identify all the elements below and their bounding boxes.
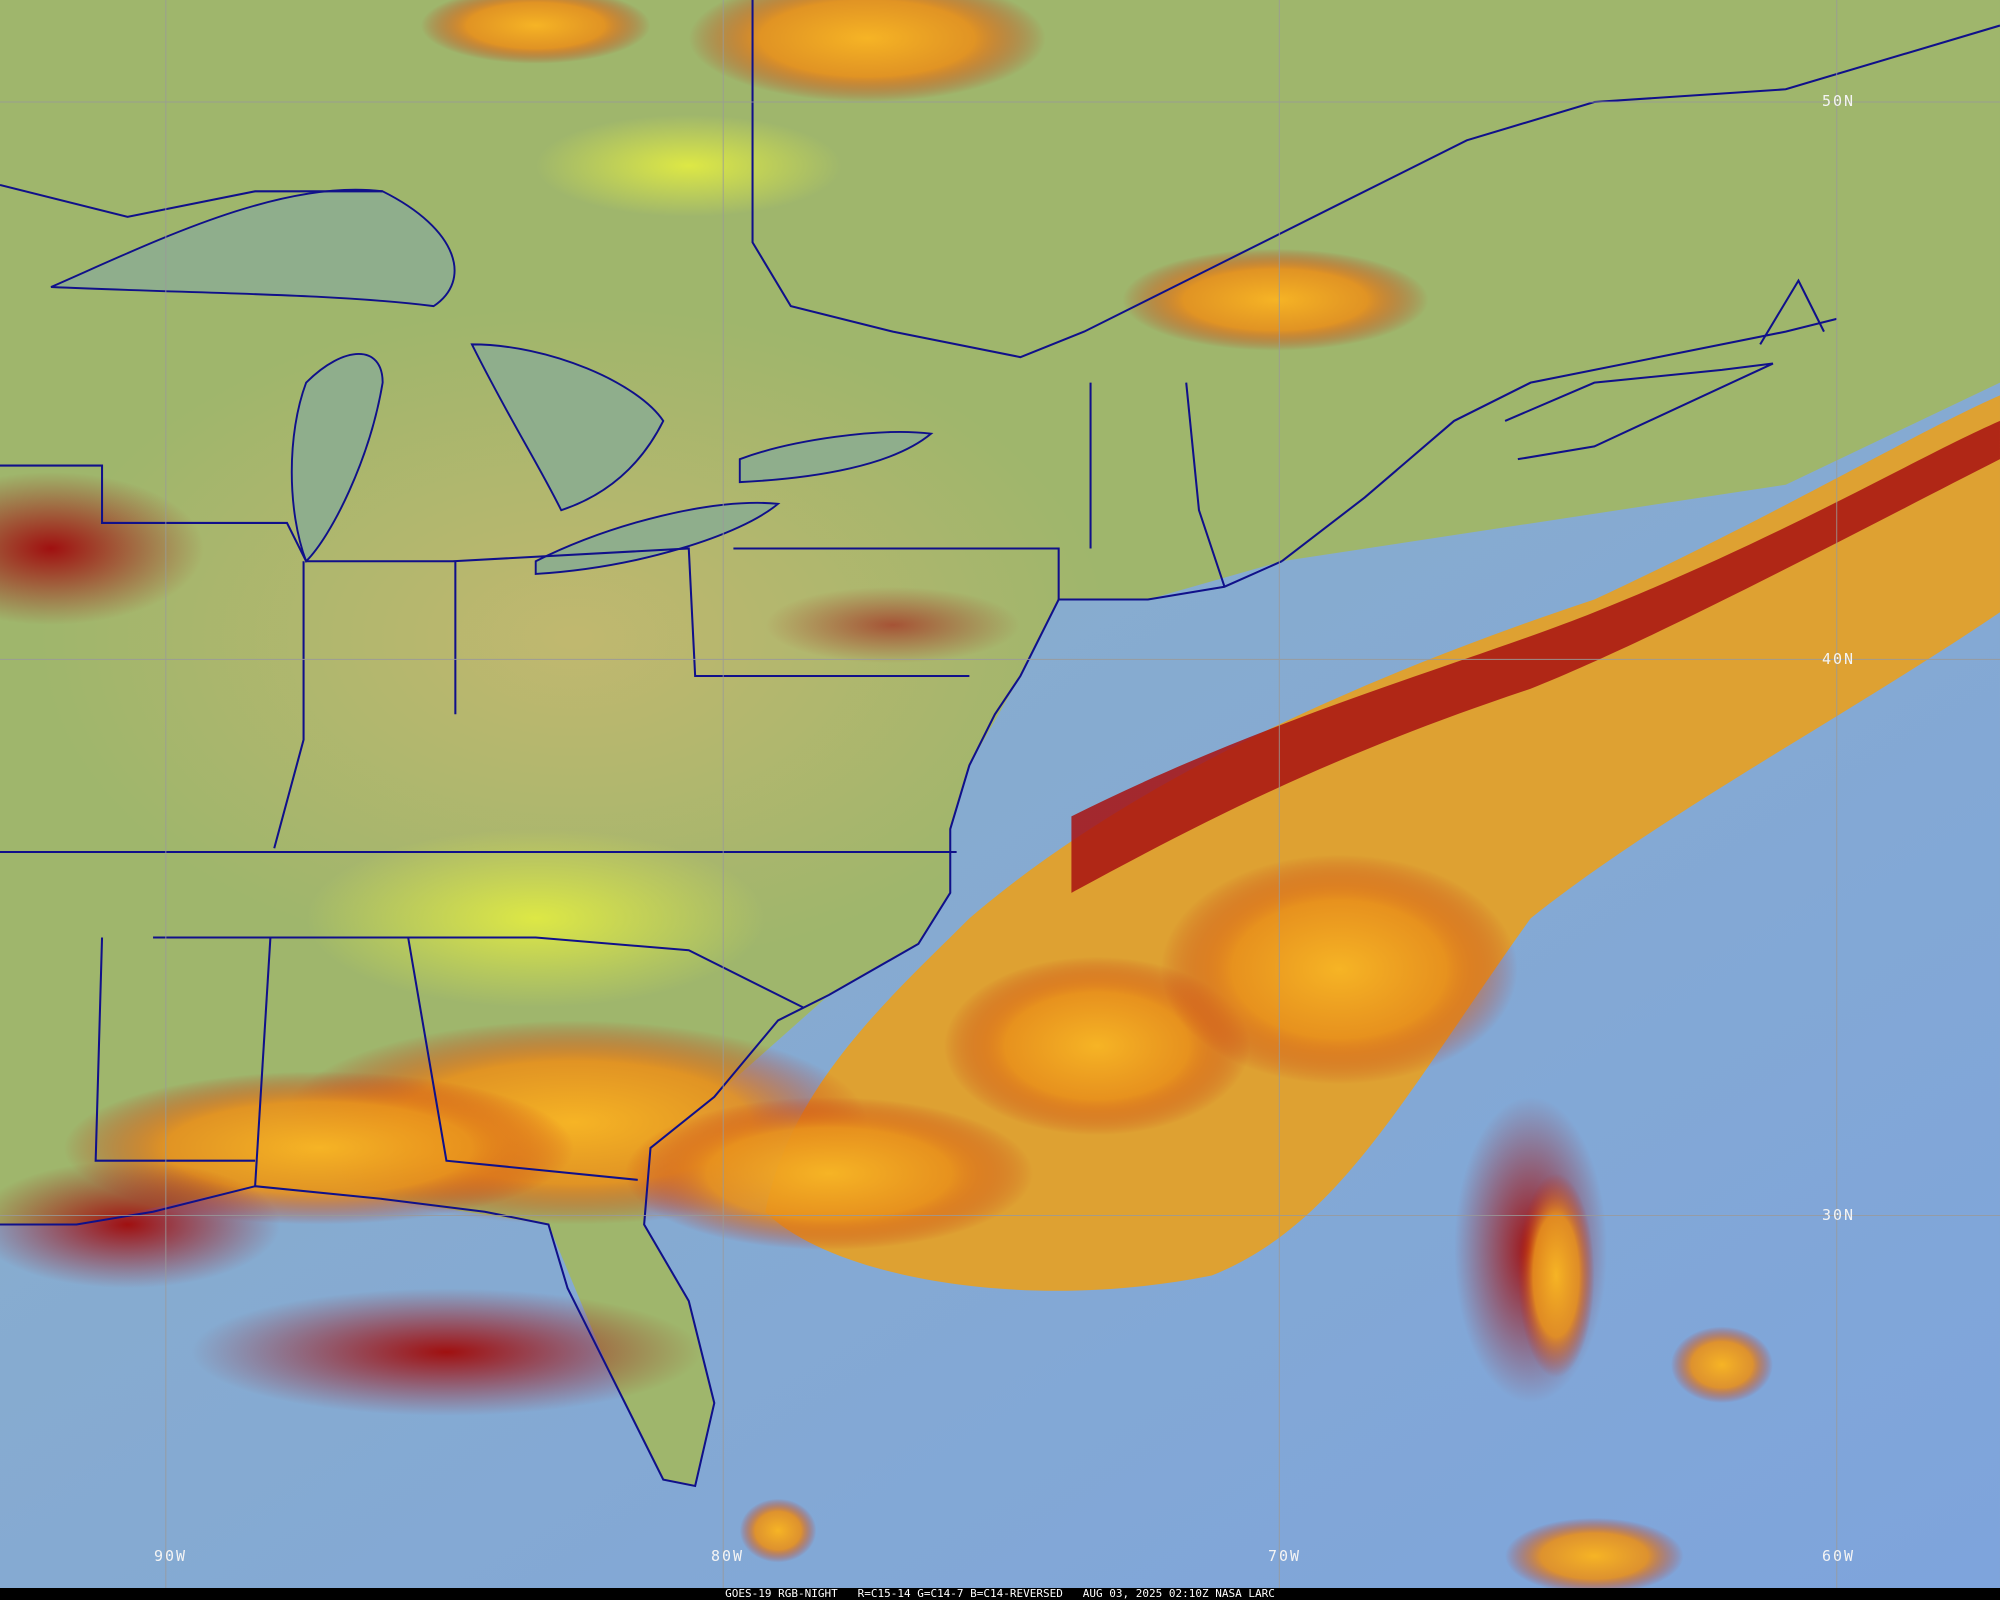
- lon-label-70w: 70W: [1268, 1547, 1302, 1565]
- credit: NASA LARC: [1215, 1587, 1275, 1600]
- southeast-clouds: [0, 0, 1773, 1595]
- product-name: GOES-19 RGB-NIGHT: [725, 1587, 838, 1600]
- political-borders: [0, 0, 2000, 1488]
- channel-recipe: R=C15-14 G=C14-7 B=C14-REVERSED: [857, 1587, 1063, 1600]
- lat-label-30n: 30N: [1822, 1206, 1856, 1224]
- lat-label-50n: 50N: [1822, 92, 1856, 110]
- lon-label-90w: 90W: [154, 1547, 188, 1565]
- great-lakes: [50, 188, 934, 575]
- lon-label-80w: 80W: [711, 1547, 745, 1565]
- timestamp: AUG 03, 2025 02:10Z: [1082, 1587, 1209, 1600]
- cloud-band: [765, 395, 2000, 1404]
- lon-label-60w: 60W: [1822, 1547, 1856, 1565]
- caption-bar: GOES-19 RGB-NIGHT R=C15-14 G=C14-7 B=C14…: [0, 1588, 2000, 1600]
- lat-label-40n: 40N: [1822, 650, 1856, 668]
